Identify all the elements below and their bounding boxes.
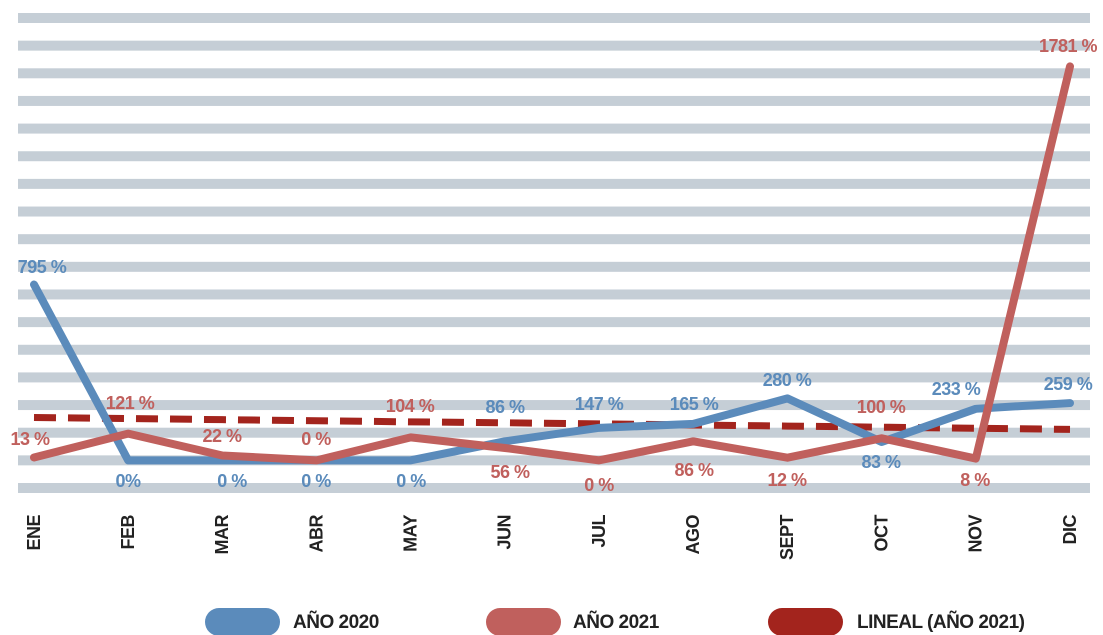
grid-stripe (18, 123, 1090, 134)
x-tick-label: AGO (683, 515, 703, 555)
grid-stripe (18, 234, 1090, 245)
grid-stripe (18, 289, 1090, 300)
grid-stripe (18, 95, 1090, 106)
legend-swatch (486, 608, 561, 635)
data-label: 86 % (674, 460, 714, 480)
data-label: 0 % (396, 471, 426, 491)
grid-stripe (18, 483, 1090, 493)
legend-label: AÑO 2021 (573, 611, 660, 633)
x-tick-label: JUN (495, 515, 515, 550)
x-tick-label: JUL (589, 515, 609, 548)
data-label: 12 % (767, 470, 807, 490)
data-label: 83 % (861, 452, 901, 472)
grid-stripe (18, 206, 1090, 217)
legend-label: LINEAL (AÑO 2021) (857, 611, 1025, 633)
data-label: 0 % (301, 471, 331, 491)
data-label: 0 % (301, 429, 331, 449)
data-label: 795 % (18, 257, 67, 277)
x-tick-label: MAR (212, 515, 232, 555)
data-label: 0% (115, 471, 141, 491)
grid-stripe (18, 178, 1090, 189)
x-tick-label: ENE (24, 515, 44, 551)
grid-stripe (18, 40, 1090, 51)
grid-stripe (18, 317, 1090, 328)
data-label: 104 % (386, 396, 435, 416)
series-line (30, 280, 1074, 465)
x-tick-label: DIC (1060, 515, 1080, 545)
data-label: 147 % (575, 394, 624, 414)
data-label: 280 % (763, 370, 812, 390)
x-tick-label: OCT (871, 515, 891, 552)
data-label: 100 % (857, 397, 906, 417)
grid-stripe (18, 344, 1090, 355)
data-label: 121 % (106, 393, 155, 413)
x-tick-label: MAY (400, 515, 420, 552)
data-label: 259 % (1044, 374, 1093, 394)
grid-stripe (18, 261, 1090, 272)
legend-swatch (205, 608, 280, 635)
x-tick-label: SEPT (777, 514, 797, 560)
legend-swatch (768, 608, 843, 635)
trend-line (33, 413, 1071, 433)
grid-stripe (18, 13, 1090, 23)
grid-stripe (18, 372, 1090, 383)
series-line (30, 62, 1074, 465)
data-label: 22 % (202, 426, 242, 446)
x-tick-label: FEB (118, 514, 138, 549)
data-label: 0 % (217, 471, 247, 491)
grid-stripe (18, 400, 1090, 411)
data-label: 165 % (670, 394, 719, 414)
grid-stripe (18, 68, 1090, 79)
data-label: 1781 % (1039, 36, 1098, 56)
data-label: 86 % (485, 397, 525, 417)
data-label: 13 % (10, 429, 50, 449)
data-label: 0 % (584, 475, 614, 495)
x-tick-label: NOV (966, 515, 986, 553)
data-label: 8 % (960, 470, 990, 490)
x-tick-label: ABR (306, 515, 326, 553)
grid-stripe (18, 455, 1090, 466)
data-label: 56 % (490, 462, 530, 482)
legend-label: AÑO 2020 (293, 611, 379, 633)
grid-stripe (18, 151, 1090, 162)
data-label: 233 % (932, 379, 981, 399)
